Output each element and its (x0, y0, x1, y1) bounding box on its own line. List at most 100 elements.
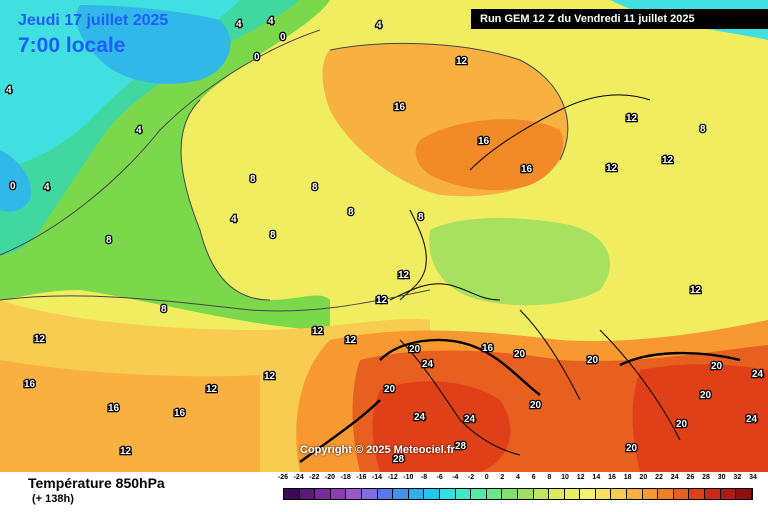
map-label: 20 (700, 390, 712, 401)
map-label: 16 (108, 403, 120, 414)
isotherm-20 (379, 338, 541, 396)
coastlines (389, 94, 681, 456)
map-label: 20 (626, 443, 638, 454)
scale-swatch (502, 489, 518, 499)
coastline-path (389, 283, 501, 301)
map-label: 8 (700, 124, 706, 135)
scale-label: -14 (371, 474, 383, 481)
map-label: 0 (10, 181, 16, 192)
scale-label: -12 (387, 474, 398, 481)
run-info-banner: Run GEM 12 Z du Vendredi 11 juillet 2025 (471, 9, 768, 29)
map-label: 8 (106, 235, 112, 246)
scale-label: -8 (420, 474, 428, 481)
map-label: 12 (626, 113, 638, 124)
scale-swatch (611, 489, 628, 499)
map-label: 24 (414, 412, 426, 423)
scale-swatch (720, 489, 737, 499)
map-label: 20 (530, 400, 542, 411)
scale-label: 2 (500, 474, 505, 481)
scale-swatch (564, 489, 581, 499)
valid-time: 7:00 locale (18, 34, 126, 57)
scale-swatch (377, 489, 394, 499)
map-label: 4 (376, 20, 382, 31)
map-label: 16 (482, 343, 494, 354)
map-label: 4 (6, 85, 12, 96)
scale-swatch (627, 489, 643, 499)
scale-swatch (517, 489, 534, 499)
scale-swatch (471, 489, 487, 499)
valid-date: Jeudi 17 juillet 2025 (18, 12, 169, 29)
scale-swatch (361, 489, 378, 499)
scale-swatch (315, 489, 331, 499)
isotherm-20 (299, 399, 381, 463)
isotherm-8 (180, 99, 271, 301)
map-label: 24 (752, 369, 764, 380)
map-label: 12 (662, 155, 674, 166)
footer-legend: Température 850hPa (+ 138h) -26 -24 -22 -20… (0, 472, 768, 512)
scale-label: 34 (749, 474, 757, 481)
map-label: 12 (456, 56, 468, 67)
map-label: 8 (348, 207, 354, 218)
scale-swatch (424, 489, 440, 499)
map-label: 4 (268, 16, 274, 27)
map-label: 20 (514, 349, 526, 360)
map-label: 20 (711, 361, 723, 372)
scale-label: 10 (561, 474, 569, 481)
scale-swatch (736, 489, 752, 499)
map-label: 4 (231, 214, 237, 225)
map-label: 8 (250, 174, 256, 185)
parameter-title: Température 850hPa (28, 475, 165, 491)
scale-label: 22 (655, 474, 663, 481)
scale-label: -18 (340, 474, 351, 481)
greenland-cold-core (76, 5, 231, 84)
scale-label: 20 (639, 474, 648, 481)
map-label: 16 (394, 102, 406, 113)
scale-label: 30 (717, 474, 726, 481)
scale-swatch (299, 489, 316, 499)
map-label: 8 (418, 212, 424, 223)
map-label: 12 (120, 446, 132, 457)
map-label: 20 (587, 355, 599, 366)
map-label: 12 (34, 334, 46, 345)
scale-swatch (439, 489, 456, 499)
map-label: 12 (398, 270, 410, 281)
map-label: 12 (376, 295, 388, 306)
scale-label: -4 (452, 474, 459, 481)
map-label: 20 (384, 384, 396, 395)
coastline-path (519, 309, 581, 401)
scale-swatch (455, 489, 472, 499)
map-label: 28 (393, 454, 405, 465)
map-label: 0 (280, 32, 286, 43)
scale-swatch (346, 489, 362, 499)
scale-label: -10 (403, 474, 414, 481)
scale-swatch (408, 489, 425, 499)
isotherm-20 (619, 351, 741, 367)
scale-label: 26 (686, 474, 695, 481)
coastline-path (399, 209, 427, 301)
map-label: 4 (236, 19, 242, 30)
map-label: 12 (690, 285, 702, 296)
map-label: 20 (676, 419, 688, 430)
isotherm-12 (329, 42, 569, 161)
coastline-path (469, 94, 651, 171)
map-label: 24 (746, 414, 758, 425)
color-scale-labels: -26 -24 -22 -20 -18 -16 -14 -12 -10 -8 -6 -4 -2 0 2 4 6 8… (278, 474, 757, 488)
scale-label: 32 (733, 474, 742, 481)
map-label: 16 (24, 379, 36, 390)
field-dark-orange-scandinavia (415, 119, 564, 191)
scale-label: -6 (436, 474, 443, 481)
map-label: 4 (44, 182, 50, 193)
scale-swatch (393, 489, 409, 499)
map-label: 16 (478, 136, 490, 147)
scale-swatch (284, 489, 300, 499)
scale-label: 4 (516, 474, 520, 481)
map-label: 4 (136, 125, 142, 136)
copyright-notice: Copyright © 2025 Meteociel.fr (300, 444, 455, 456)
scale-label: -26 (277, 474, 289, 481)
scale-swatch (580, 489, 596, 499)
scale-label: 8 (547, 474, 552, 481)
thin-isotherms (0, 29, 569, 312)
coastline-path (399, 339, 521, 456)
map-label: 20 (409, 344, 421, 355)
scale-label: 24 (670, 474, 679, 481)
